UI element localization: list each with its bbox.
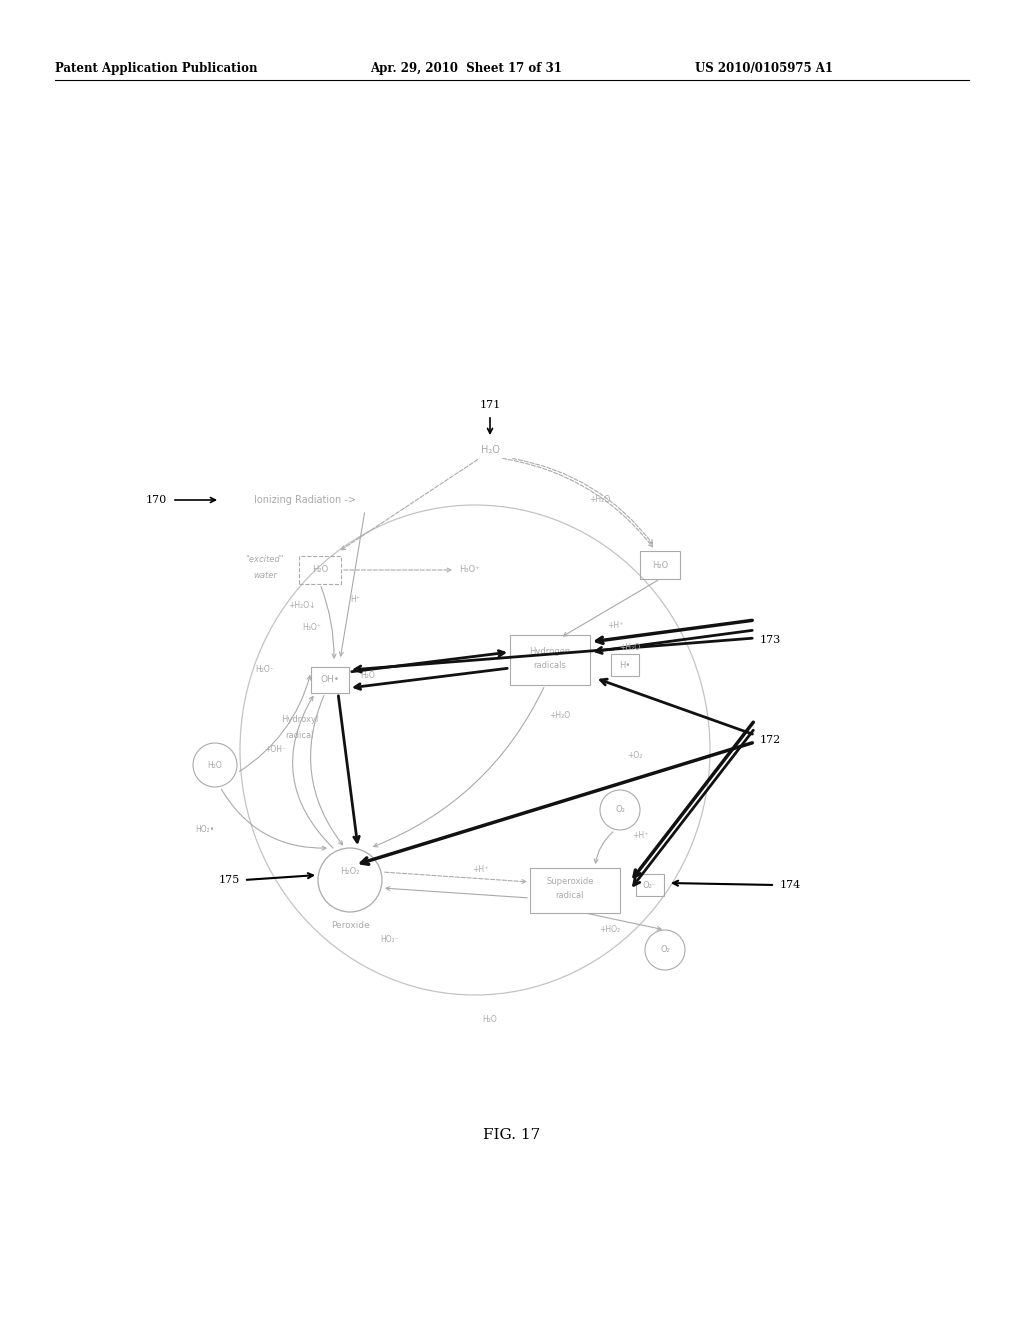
Text: 171: 171 (479, 400, 501, 411)
Text: H₂O: H₂O (208, 760, 222, 770)
Text: FIG. 17: FIG. 17 (483, 1129, 541, 1142)
Bar (311, 667, 349, 693)
Text: Peroxide: Peroxide (331, 920, 370, 929)
Text: 174: 174 (780, 880, 801, 890)
Text: H₂O: H₂O (482, 1015, 498, 1024)
Bar (611, 653, 639, 676)
Bar (510, 635, 590, 685)
Text: radicals: radicals (534, 661, 566, 671)
Text: H₃O⁺: H₃O⁺ (302, 623, 322, 632)
Text: 172: 172 (760, 735, 781, 744)
Text: 170: 170 (145, 495, 167, 506)
Text: +H⁺: +H⁺ (472, 866, 488, 874)
Text: H₂O: H₂O (480, 445, 500, 455)
Text: radical: radical (286, 730, 314, 739)
Text: Apr. 29, 2010  Sheet 17 of 31: Apr. 29, 2010 Sheet 17 of 31 (370, 62, 562, 75)
Text: H₂O₂: H₂O₂ (340, 867, 359, 876)
Text: HO₂⁻: HO₂⁻ (381, 936, 399, 945)
Text: H•: H• (620, 660, 631, 669)
Text: +H⁺: +H⁺ (607, 620, 624, 630)
Text: Hydroxyl: Hydroxyl (282, 715, 318, 725)
Text: O₂: O₂ (615, 805, 625, 814)
Text: +H₂O↓: +H₂O↓ (288, 601, 315, 610)
Text: +HO₂: +HO₂ (599, 925, 621, 935)
Text: HO₂•: HO₂• (196, 825, 215, 834)
Bar (636, 874, 664, 896)
Text: Patent Application Publication: Patent Application Publication (55, 62, 257, 75)
Bar (530, 867, 620, 912)
Text: "excited": "excited" (246, 556, 285, 565)
Text: H₂O: H₂O (360, 671, 376, 680)
Text: water: water (253, 572, 276, 581)
Text: H⁺: H⁺ (350, 595, 360, 605)
Text: +O₂: +O₂ (628, 751, 643, 759)
Text: +H₂O: +H₂O (550, 710, 570, 719)
Bar (640, 550, 680, 579)
Text: radical: radical (556, 891, 585, 900)
Text: H₃O⁺: H₃O⁺ (460, 565, 480, 574)
Text: H₂O: H₂O (312, 565, 328, 574)
Bar (299, 556, 341, 583)
Text: H₂O: H₂O (652, 561, 668, 569)
Text: +OH⁻: +OH⁻ (264, 746, 286, 755)
Text: +H⁺: +H⁺ (632, 830, 648, 840)
Text: Ionizing Radiation ->: Ionizing Radiation -> (254, 495, 356, 506)
Text: H₂O⁻: H₂O⁻ (256, 665, 274, 675)
Text: O₂⁻: O₂⁻ (643, 880, 657, 890)
Text: US 2010/0105975 A1: US 2010/0105975 A1 (695, 62, 833, 75)
Text: OH•: OH• (321, 676, 340, 685)
Text: +H₂O: +H₂O (620, 644, 641, 652)
Text: Hydrogen: Hydrogen (529, 647, 570, 656)
Text: +H₂O: +H₂O (590, 495, 610, 504)
Text: Superoxide: Superoxide (546, 878, 594, 887)
Text: 173: 173 (760, 635, 781, 645)
Text: O₂: O₂ (660, 945, 670, 954)
Text: 175: 175 (219, 875, 240, 884)
